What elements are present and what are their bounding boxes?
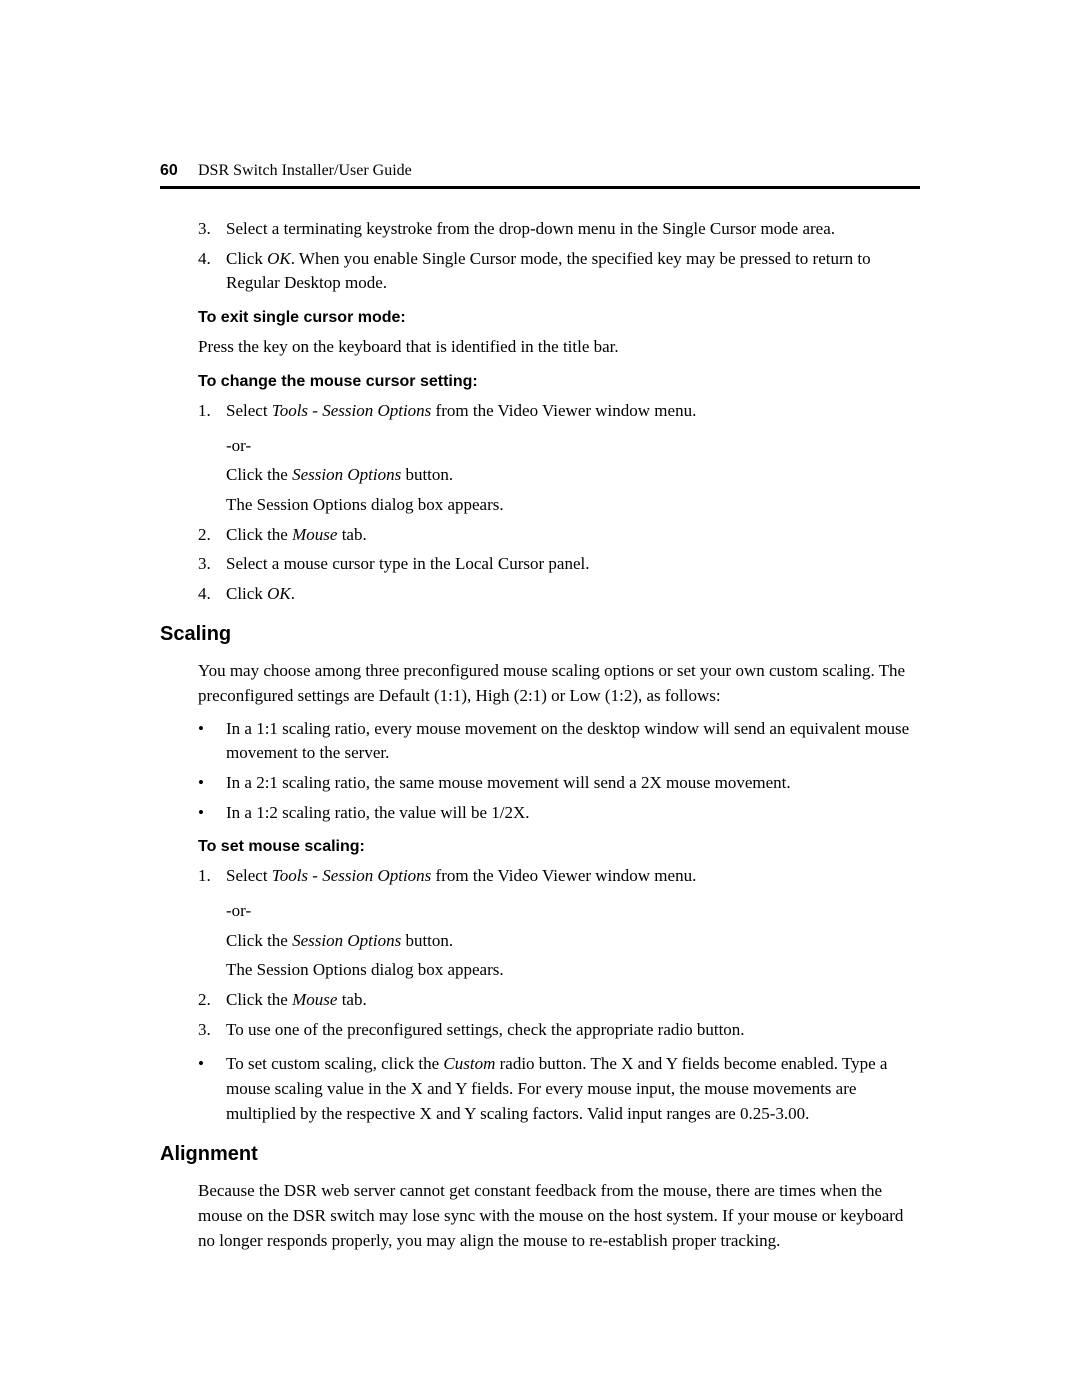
list-text: To set custom scaling, click the Custom … bbox=[226, 1052, 920, 1126]
text-run: Click the bbox=[226, 931, 292, 950]
text-run: button. bbox=[401, 931, 453, 950]
paragraph: Press the key on the keyboard that is id… bbox=[198, 335, 920, 360]
step-alt-action: Click the Session Options button. bbox=[226, 929, 920, 954]
list-text: Click the Mouse tab. bbox=[226, 523, 920, 548]
text-run: To set custom scaling, click the bbox=[226, 1054, 443, 1073]
header-title: DSR Switch Installer/User Guide bbox=[198, 162, 412, 180]
set-scaling-steps: 1. Select Tools - Session Options from t… bbox=[198, 864, 920, 889]
list-number: 4. bbox=[198, 582, 226, 607]
text-run: Click the bbox=[226, 990, 292, 1009]
text-italic: Mouse bbox=[292, 990, 337, 1009]
text-run: button. bbox=[401, 465, 453, 484]
subheading-change-cursor: To change the mouse cursor setting: bbox=[198, 370, 920, 393]
list-number: 4. bbox=[198, 247, 226, 296]
text-run: from the Video Viewer window menu. bbox=[431, 401, 696, 420]
list-item: 3. Select a terminating keystroke from t… bbox=[198, 217, 920, 242]
text-run: Select bbox=[226, 401, 272, 420]
subheading-set-scaling: To set mouse scaling: bbox=[198, 835, 920, 858]
text-run: from the Video Viewer window menu. bbox=[431, 866, 696, 885]
step-alt-or: -or- bbox=[226, 899, 920, 924]
change-cursor-steps-cont: 2. Click the Mouse tab. 3. Select a mous… bbox=[198, 523, 920, 607]
section-alignment: Alignment bbox=[160, 1140, 920, 1169]
step-alt-action: Click the Session Options button. bbox=[226, 463, 920, 488]
list-text: Click OK. bbox=[226, 582, 920, 607]
bullet-icon: • bbox=[198, 771, 226, 796]
text-italic: OK bbox=[267, 584, 291, 603]
list-text: In a 2:1 scaling ratio, the same mouse m… bbox=[226, 771, 920, 796]
list-item: •In a 1:2 scaling ratio, the value will … bbox=[198, 801, 920, 826]
text-italic: Tools bbox=[272, 866, 308, 885]
list-text: In a 1:1 scaling ratio, every mouse move… bbox=[226, 717, 920, 766]
text-italic: Session Options bbox=[322, 401, 431, 420]
list-item: 3. To use one of the preconfigured setti… bbox=[198, 1018, 920, 1043]
list-number: 2. bbox=[198, 523, 226, 548]
paragraph: You may choose among three preconfigured… bbox=[198, 659, 920, 708]
list-text: Select a terminating keystroke from the … bbox=[226, 217, 920, 242]
text-run: - bbox=[308, 401, 322, 420]
step-result: The Session Options dialog box appears. bbox=[226, 958, 920, 983]
text-run: tab. bbox=[337, 525, 366, 544]
text-run: Click the bbox=[226, 525, 292, 544]
text-run: Click the bbox=[226, 465, 292, 484]
list-number: 3. bbox=[198, 1018, 226, 1043]
paragraph: Because the DSR web server cannot get co… bbox=[198, 1179, 920, 1253]
list-number: 1. bbox=[198, 399, 226, 424]
list-item: 2. Click the Mouse tab. bbox=[198, 523, 920, 548]
list-item: 3. Select a mouse cursor type in the Loc… bbox=[198, 552, 920, 577]
bullet-icon: • bbox=[198, 1052, 226, 1126]
list-text: Select Tools - Session Options from the … bbox=[226, 864, 920, 889]
text-run: Click bbox=[226, 249, 267, 268]
bullet-icon: • bbox=[198, 801, 226, 826]
set-scaling-steps-cont: 2. Click the Mouse tab. 3. To use one of… bbox=[198, 988, 920, 1042]
text-italic: Tools bbox=[272, 401, 308, 420]
header-rule bbox=[160, 186, 920, 189]
list-item: • To set custom scaling, click the Custo… bbox=[198, 1052, 920, 1126]
list-item: 1. Select Tools - Session Options from t… bbox=[198, 864, 920, 889]
text-run: tab. bbox=[337, 990, 366, 1009]
list-text: Select a mouse cursor type in the Local … bbox=[226, 552, 920, 577]
scaling-bullets: •In a 1:1 scaling ratio, every mouse mov… bbox=[198, 717, 920, 826]
page-header: 60 DSR Switch Installer/User Guide bbox=[160, 162, 920, 180]
text-italic: Session Options bbox=[292, 465, 401, 484]
text-run: . bbox=[291, 584, 295, 603]
list-text: Click the Mouse tab. bbox=[226, 988, 920, 1013]
text-run: Select bbox=[226, 866, 272, 885]
text-italic: Mouse bbox=[292, 525, 337, 544]
list-item: 2. Click the Mouse tab. bbox=[198, 988, 920, 1013]
set-scaling-bullet: • To set custom scaling, click the Custo… bbox=[198, 1052, 920, 1126]
step-result: The Session Options dialog box appears. bbox=[226, 493, 920, 518]
list-item: 4. Click OK. bbox=[198, 582, 920, 607]
text-run: . When you enable Single Cursor mode, th… bbox=[226, 249, 871, 293]
subheading-exit-cursor: To exit single cursor mode: bbox=[198, 306, 920, 329]
list-text: Select Tools - Session Options from the … bbox=[226, 399, 920, 424]
text-italic: Custom bbox=[443, 1054, 495, 1073]
list-item: •In a 2:1 scaling ratio, the same mouse … bbox=[198, 771, 920, 796]
text-italic: OK bbox=[267, 249, 291, 268]
text-italic: Session Options bbox=[322, 866, 431, 885]
page-content: 3. Select a terminating keystroke from t… bbox=[160, 217, 920, 1253]
list-text: In a 1:2 scaling ratio, the value will b… bbox=[226, 801, 920, 826]
list-number: 2. bbox=[198, 988, 226, 1013]
list-text: To use one of the preconfigured settings… bbox=[226, 1018, 920, 1043]
list-item: 4. Click OK. When you enable Single Curs… bbox=[198, 247, 920, 296]
list-number: 1. bbox=[198, 864, 226, 889]
step-alt-or: -or- bbox=[226, 434, 920, 459]
document-page: 60 DSR Switch Installer/User Guide 3. Se… bbox=[0, 0, 1080, 1253]
text-italic: Session Options bbox=[292, 931, 401, 950]
text-run: Click bbox=[226, 584, 267, 603]
text-run: - bbox=[308, 866, 322, 885]
list-item: •In a 1:1 scaling ratio, every mouse mov… bbox=[198, 717, 920, 766]
list-item: 1. Select Tools - Session Options from t… bbox=[198, 399, 920, 424]
continued-steps-list: 3. Select a terminating keystroke from t… bbox=[198, 217, 920, 296]
list-number: 3. bbox=[198, 217, 226, 242]
change-cursor-steps: 1. Select Tools - Session Options from t… bbox=[198, 399, 920, 424]
page-number: 60 bbox=[160, 162, 198, 180]
section-scaling: Scaling bbox=[160, 620, 920, 649]
bullet-icon: • bbox=[198, 717, 226, 766]
list-number: 3. bbox=[198, 552, 226, 577]
list-text: Click OK. When you enable Single Cursor … bbox=[226, 247, 920, 296]
